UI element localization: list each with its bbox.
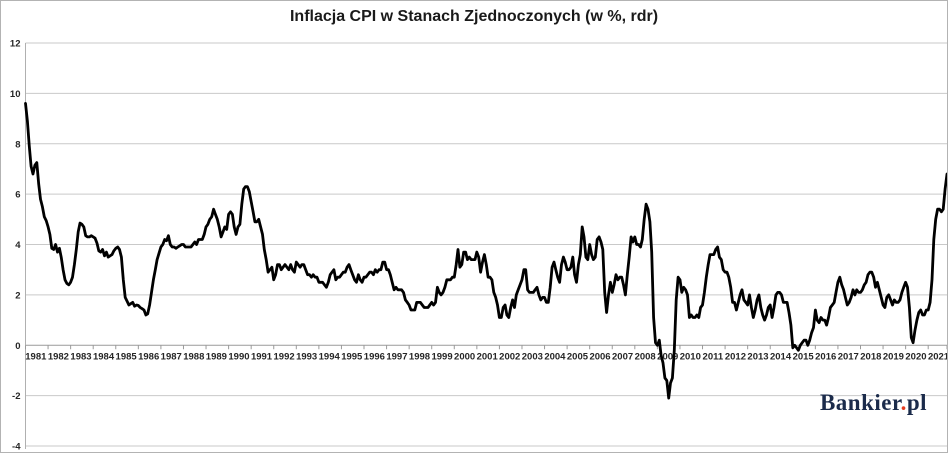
x-tick-label: 1997 — [386, 351, 407, 362]
x-tick-label: 2015 — [793, 351, 815, 362]
x-tick-label: 1981 — [25, 351, 47, 362]
x-tick-label: 2010 — [680, 351, 701, 362]
x-tick-label: 2006 — [589, 351, 610, 362]
x-tick-label: 2017 — [838, 351, 859, 362]
x-tick-label: 1999 — [431, 351, 452, 362]
x-tick-label: 1992 — [274, 351, 295, 362]
x-tick-label: 2009 — [657, 351, 678, 362]
y-tick-label: -4 — [12, 442, 21, 453]
y-tick-label: 0 — [15, 341, 20, 352]
x-tick-label: 2004 — [544, 351, 566, 362]
x-tick-label: 2021 — [928, 351, 948, 362]
bankier-logo: Bankier.pl — [820, 390, 927, 416]
x-tick-label: 1989 — [206, 351, 227, 362]
x-tick-label: 2014 — [770, 351, 792, 362]
x-tick-label: 1988 — [183, 351, 204, 362]
x-tick-label: 2016 — [815, 351, 836, 362]
x-tick-label: 2000 — [454, 351, 475, 362]
x-tick-label: 1990 — [228, 351, 249, 362]
x-tick-label: 1995 — [341, 351, 363, 362]
y-tick-label: 2 — [15, 290, 20, 301]
x-tick-label: 1998 — [409, 351, 430, 362]
x-tick-label: 2002 — [499, 351, 520, 362]
x-tick-label: 2012 — [725, 351, 746, 362]
logo-dot-icon: . — [900, 390, 907, 415]
x-tick-label: 2003 — [522, 351, 543, 362]
x-tick-label: 2001 — [477, 351, 499, 362]
x-tick-label: 1996 — [364, 351, 385, 362]
x-tick-label: 2019 — [883, 351, 904, 362]
x-tick-label: 1982 — [48, 351, 69, 362]
chart-title: Inflacja CPI w Stanach Zjednoczonych (w … — [289, 8, 659, 25]
y-tick-label: 12 — [10, 39, 21, 50]
x-tick-label: 1985 — [116, 351, 138, 362]
x-tick-label: 2007 — [612, 351, 633, 362]
x-tick-label: 2013 — [747, 351, 768, 362]
x-tick-label: 1994 — [319, 351, 341, 362]
x-tick-label: 1983 — [70, 351, 91, 362]
x-tick-label: 1986 — [138, 351, 159, 362]
x-tick-label: 1991 — [251, 351, 273, 362]
x-tick-label: 2020 — [905, 351, 926, 362]
x-tick-label: 1984 — [93, 351, 115, 362]
x-tick-label: 1987 — [161, 351, 182, 362]
logo-pl-text: pl — [906, 390, 927, 415]
x-tick-label: 2008 — [635, 351, 656, 362]
cpi-series-line — [24, 102, 947, 400]
x-tick-label: 2018 — [860, 351, 881, 362]
x-tick-label: 1993 — [296, 351, 317, 362]
y-tick-label: 10 — [10, 89, 21, 100]
y-tick-label: 6 — [15, 190, 20, 201]
y-tick-label: -2 — [12, 391, 20, 402]
x-tick-label: 2005 — [567, 351, 589, 362]
x-tick-label: 2011 — [703, 351, 724, 362]
y-tick-label: 8 — [15, 139, 20, 150]
logo-bankier-text: Bankier — [819, 390, 901, 415]
y-tick-label: 4 — [15, 240, 21, 251]
